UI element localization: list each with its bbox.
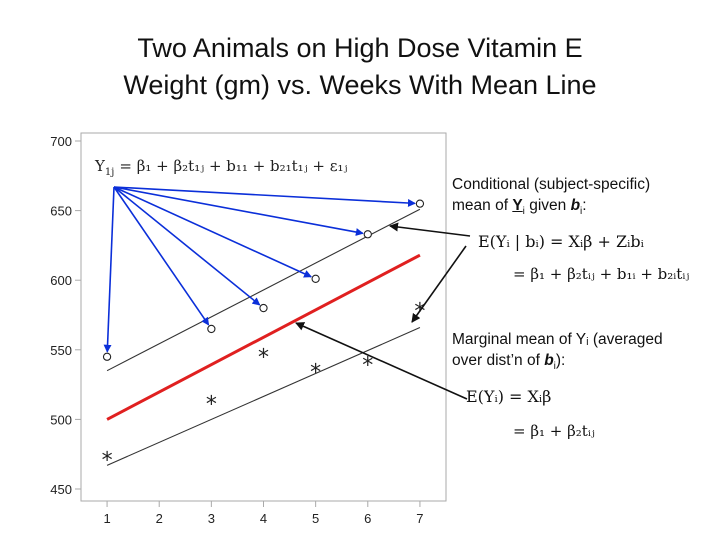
arrows-from-label	[103, 186, 416, 353]
marginal-text-line-2: over dist’n of bi):	[452, 352, 566, 373]
arrow-to-mean-line	[295, 322, 468, 400]
title-line-1: Two Animals on High Dose Vitamin E	[137, 33, 583, 63]
axes: 450 500 550 600 650 700 1 2 3 4 5 6 7	[50, 134, 423, 526]
x-tick-label-1: 1	[103, 511, 110, 526]
blue-arrow-4	[113, 186, 364, 236]
x-tick-label-5: 5	[312, 511, 319, 526]
slide-title: Two Animals on High Dose Vitamin E Weigh…	[0, 30, 720, 104]
fit-lines	[106, 208, 421, 466]
arrow-to-conditional	[389, 222, 471, 237]
y-tick-label-550: 550	[50, 343, 72, 358]
mean-line	[106, 253, 421, 421]
title-line-2: Weight (gm) vs. Weeks With Mean Line	[123, 70, 597, 100]
blue-arrow-1	[113, 186, 210, 326]
star-point-3: *	[310, 361, 321, 386]
star-point-2: *	[258, 345, 269, 370]
x-tick-label-6: 6	[364, 511, 371, 526]
y-tick-label-650: 650	[50, 204, 72, 219]
model-equation: Y1j = β₁ + β₂t₁ⱼ + b₁₁ + b₂₁t₁ⱼ + ε₁ⱼ	[94, 157, 348, 178]
marginal-mean-note: Marginal mean of Yᵢ (averaged over dist’…	[452, 329, 714, 377]
x-tick-label-2: 2	[156, 511, 163, 526]
y-tick-label-600: 600	[50, 273, 72, 288]
y-tick-label-450: 450	[50, 482, 72, 497]
arrow-to-marginal	[411, 245, 467, 323]
circle-point-4	[363, 230, 372, 239]
blue-arrow-2	[113, 186, 261, 306]
y-tick-label-700: 700	[50, 134, 72, 149]
marginal-text-line-1: Marginal mean of Yᵢ (averaged	[452, 331, 663, 348]
x-tick-label-4: 4	[260, 511, 267, 526]
circle-point-5	[415, 199, 425, 208]
x-tick-label-7: 7	[416, 511, 423, 526]
star-point-1: *	[206, 393, 217, 418]
circle-point-1	[207, 324, 216, 334]
x-tick-label-3: 3	[208, 511, 215, 526]
blue-arrow-0	[103, 186, 115, 353]
circle-point-2	[259, 303, 268, 313]
conditional-equation-2: = β₁ + β₂tᵢⱼ + b₁ᵢ + b₂ᵢtᵢⱼ	[513, 265, 690, 283]
conditional-text-line-2: mean of Yi given bi:	[452, 197, 587, 218]
conditional-mean-note: Conditional (subject-specific) mean of Y…	[452, 174, 712, 222]
subject-2-line	[106, 327, 421, 466]
circle-point-0	[102, 352, 112, 361]
star-point-0: *	[102, 448, 113, 473]
marginal-equation-2: = β₁ + β₂tᵢⱼ	[513, 422, 595, 440]
blue-arrow-3	[113, 186, 313, 278]
y-tick-label-500: 500	[50, 412, 72, 427]
marginal-equation-1: E(Yᵢ) = Xᵢβ	[466, 387, 552, 406]
blue-arrow-5	[113, 186, 416, 207]
circle-point-3	[311, 274, 320, 283]
conditional-equation-1: E(Yᵢ | bᵢ) = Xᵢβ + Zᵢbᵢ	[478, 232, 644, 251]
conditional-text-line-1: Conditional (subject-specific)	[452, 176, 651, 193]
star-point-4: *	[362, 354, 373, 379]
